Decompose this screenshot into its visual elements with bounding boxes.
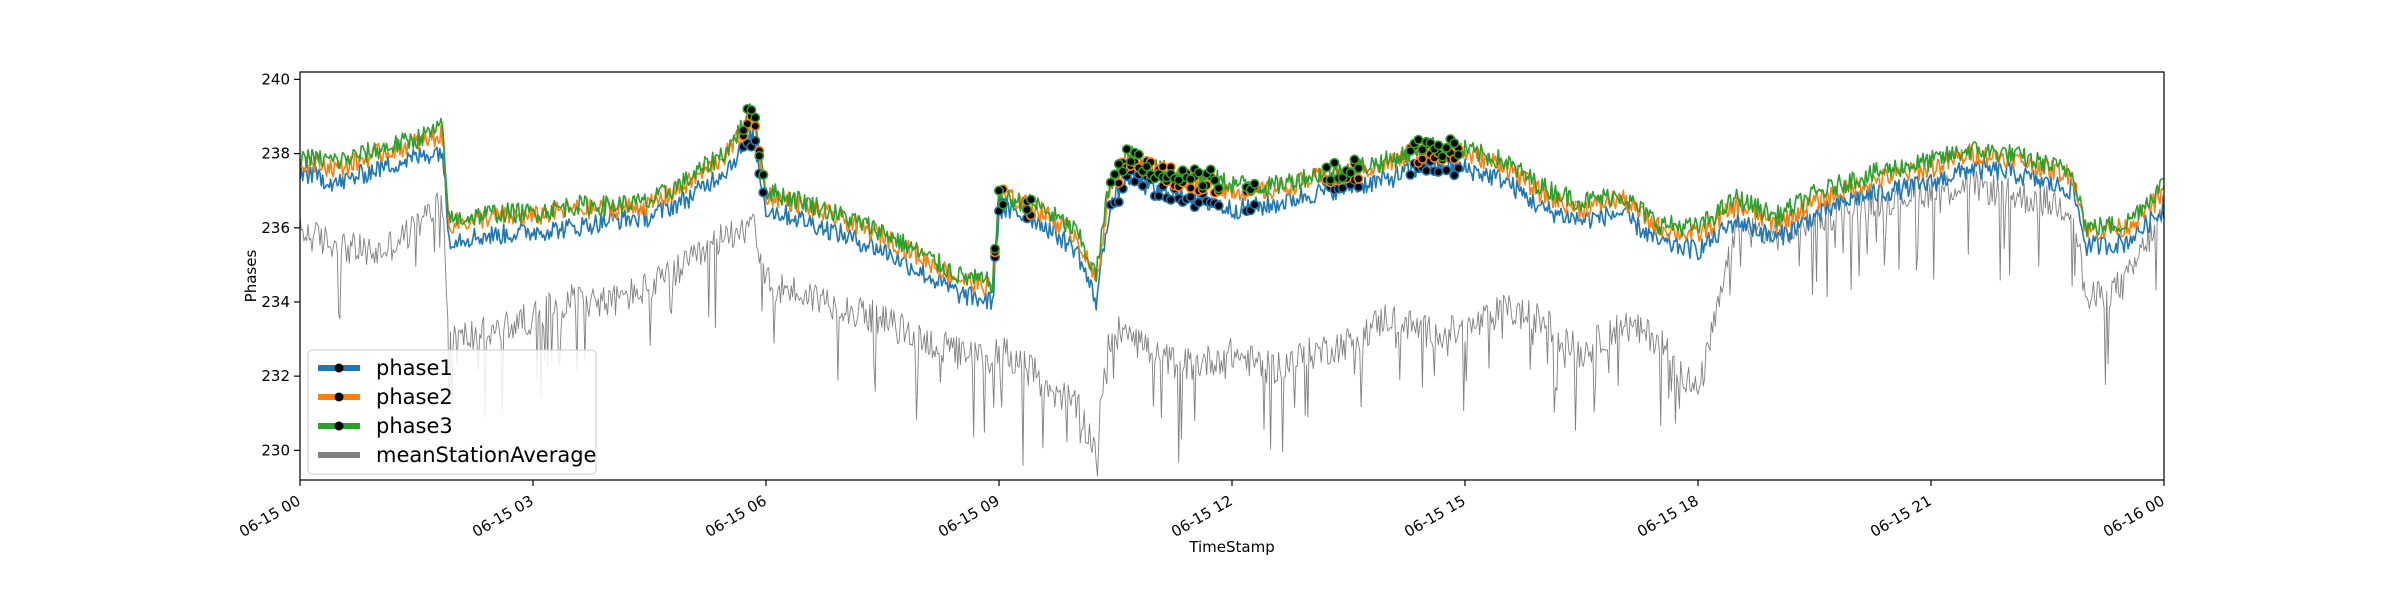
data-point-phase3 xyxy=(1193,167,1204,178)
data-point-phase3 xyxy=(1105,177,1116,188)
y-tick-label: 236 xyxy=(261,219,290,237)
legend-entry-meanstationaverage: meanStationAverage xyxy=(318,443,596,467)
data-point-phase1 xyxy=(1353,182,1364,193)
data-point-phase1 xyxy=(1421,165,1432,176)
data-point-phase3 xyxy=(1321,162,1332,173)
data-point-phase3 xyxy=(1349,154,1360,165)
data-point-phase2 xyxy=(1353,173,1364,184)
legend-label: phase3 xyxy=(376,414,453,438)
series-line-phase3 xyxy=(299,103,2165,294)
data-point-phase1 xyxy=(750,135,761,146)
legend-entry-phase1: phase1 xyxy=(318,356,453,380)
legend-marker xyxy=(334,392,344,402)
data-point-phase3 xyxy=(754,150,765,161)
data-point-phase3 xyxy=(1121,144,1132,155)
y-axis: 230 232 234 236 238 240 xyxy=(261,70,300,459)
data-point-phase2 xyxy=(1417,154,1428,165)
data-point-phase3 xyxy=(1249,178,1260,189)
y-tick-label: 230 xyxy=(261,441,290,459)
data-point-phase2 xyxy=(750,121,761,132)
data-point-phase1 xyxy=(1453,163,1464,174)
data-point-phase3 xyxy=(1133,149,1144,160)
data-point-phase1 xyxy=(1441,165,1452,176)
data-point-phase2 xyxy=(1185,183,1196,194)
data-point-phase1 xyxy=(1185,192,1196,203)
data-point-phase3 xyxy=(1353,163,1364,174)
data-point-phase3 xyxy=(1197,180,1208,191)
y-tick-label: 232 xyxy=(261,367,290,385)
data-point-phase1 xyxy=(1137,180,1148,191)
data-point-phase3 xyxy=(1117,166,1128,177)
y-tick-label: 240 xyxy=(261,70,290,88)
data-point-phase1 xyxy=(1165,194,1176,205)
data-point-phase3 xyxy=(1433,140,1444,151)
data-point-phase3 xyxy=(1205,164,1216,175)
data-point-phase3 xyxy=(1329,157,1340,168)
data-point-phase1 xyxy=(1433,166,1444,177)
legend-entry-phase2: phase2 xyxy=(318,385,453,409)
data-point-phase1 xyxy=(1193,197,1204,208)
data-point-phase3 xyxy=(758,169,769,180)
data-point-phase3 xyxy=(1325,174,1336,185)
y-tick-label: 238 xyxy=(261,145,290,163)
data-point-phase3 xyxy=(1417,144,1428,155)
legend-label: phase1 xyxy=(376,356,453,380)
data-point-phase3 xyxy=(1213,183,1224,194)
data-point-phase3 xyxy=(989,243,1000,254)
data-point-phase3 xyxy=(1113,159,1124,170)
marker-layer xyxy=(738,104,1464,263)
legend-box xyxy=(307,349,597,475)
data-point-phase2 xyxy=(1113,178,1124,189)
data-point-phase3 xyxy=(746,105,757,116)
legend-label: phase2 xyxy=(376,385,453,409)
data-point-phase1 xyxy=(1153,191,1164,202)
data-point-phase3 xyxy=(1185,174,1196,185)
data-point-phase3 xyxy=(738,125,749,136)
series-line-meanstationaverage xyxy=(299,167,2165,477)
legend-marker xyxy=(334,363,344,373)
data-point-phase3 xyxy=(997,199,1008,210)
data-point-phase3 xyxy=(1209,175,1220,186)
data-point-phase1 xyxy=(1213,200,1224,211)
data-point-phase3 xyxy=(993,185,1004,196)
series-line-phase2 xyxy=(299,108,2165,296)
series-layer xyxy=(299,103,2165,477)
data-point-phase3 xyxy=(1453,149,1464,160)
data-point-phase1 xyxy=(758,187,769,198)
data-point-phase1 xyxy=(1405,169,1416,180)
y-axis-label: Phases xyxy=(242,250,260,303)
legend: phase1 phase2 phase3 meanStationAverage xyxy=(307,349,597,475)
x-axis-label: TimeStamp xyxy=(1188,538,1274,556)
data-point-phase3 xyxy=(1109,169,1120,180)
data-point-phase1 xyxy=(1113,197,1124,208)
data-point-phase3 xyxy=(1021,204,1032,215)
data-point-phase3 xyxy=(1437,151,1448,162)
data-point-phase3 xyxy=(1345,167,1356,178)
data-point-phase3 xyxy=(1449,138,1460,149)
legend-entry-phase3: phase3 xyxy=(318,414,453,438)
y-tick-label: 234 xyxy=(261,293,290,311)
data-point-phase3 xyxy=(1125,156,1136,167)
legend-marker xyxy=(334,421,344,431)
legend-label: meanStationAverage xyxy=(376,443,596,467)
data-point-phase3 xyxy=(1026,194,1037,205)
data-point-phase3 xyxy=(750,112,761,123)
data-point-phase3 xyxy=(1405,146,1416,157)
data-point-phase1 xyxy=(1249,199,1260,210)
data-point-phase3 xyxy=(1177,165,1188,176)
data-point-phase3 xyxy=(1173,175,1184,186)
data-point-phase3 xyxy=(1141,161,1152,172)
data-point-phase3 xyxy=(1413,134,1424,145)
data-point-phase3 xyxy=(1441,142,1452,153)
